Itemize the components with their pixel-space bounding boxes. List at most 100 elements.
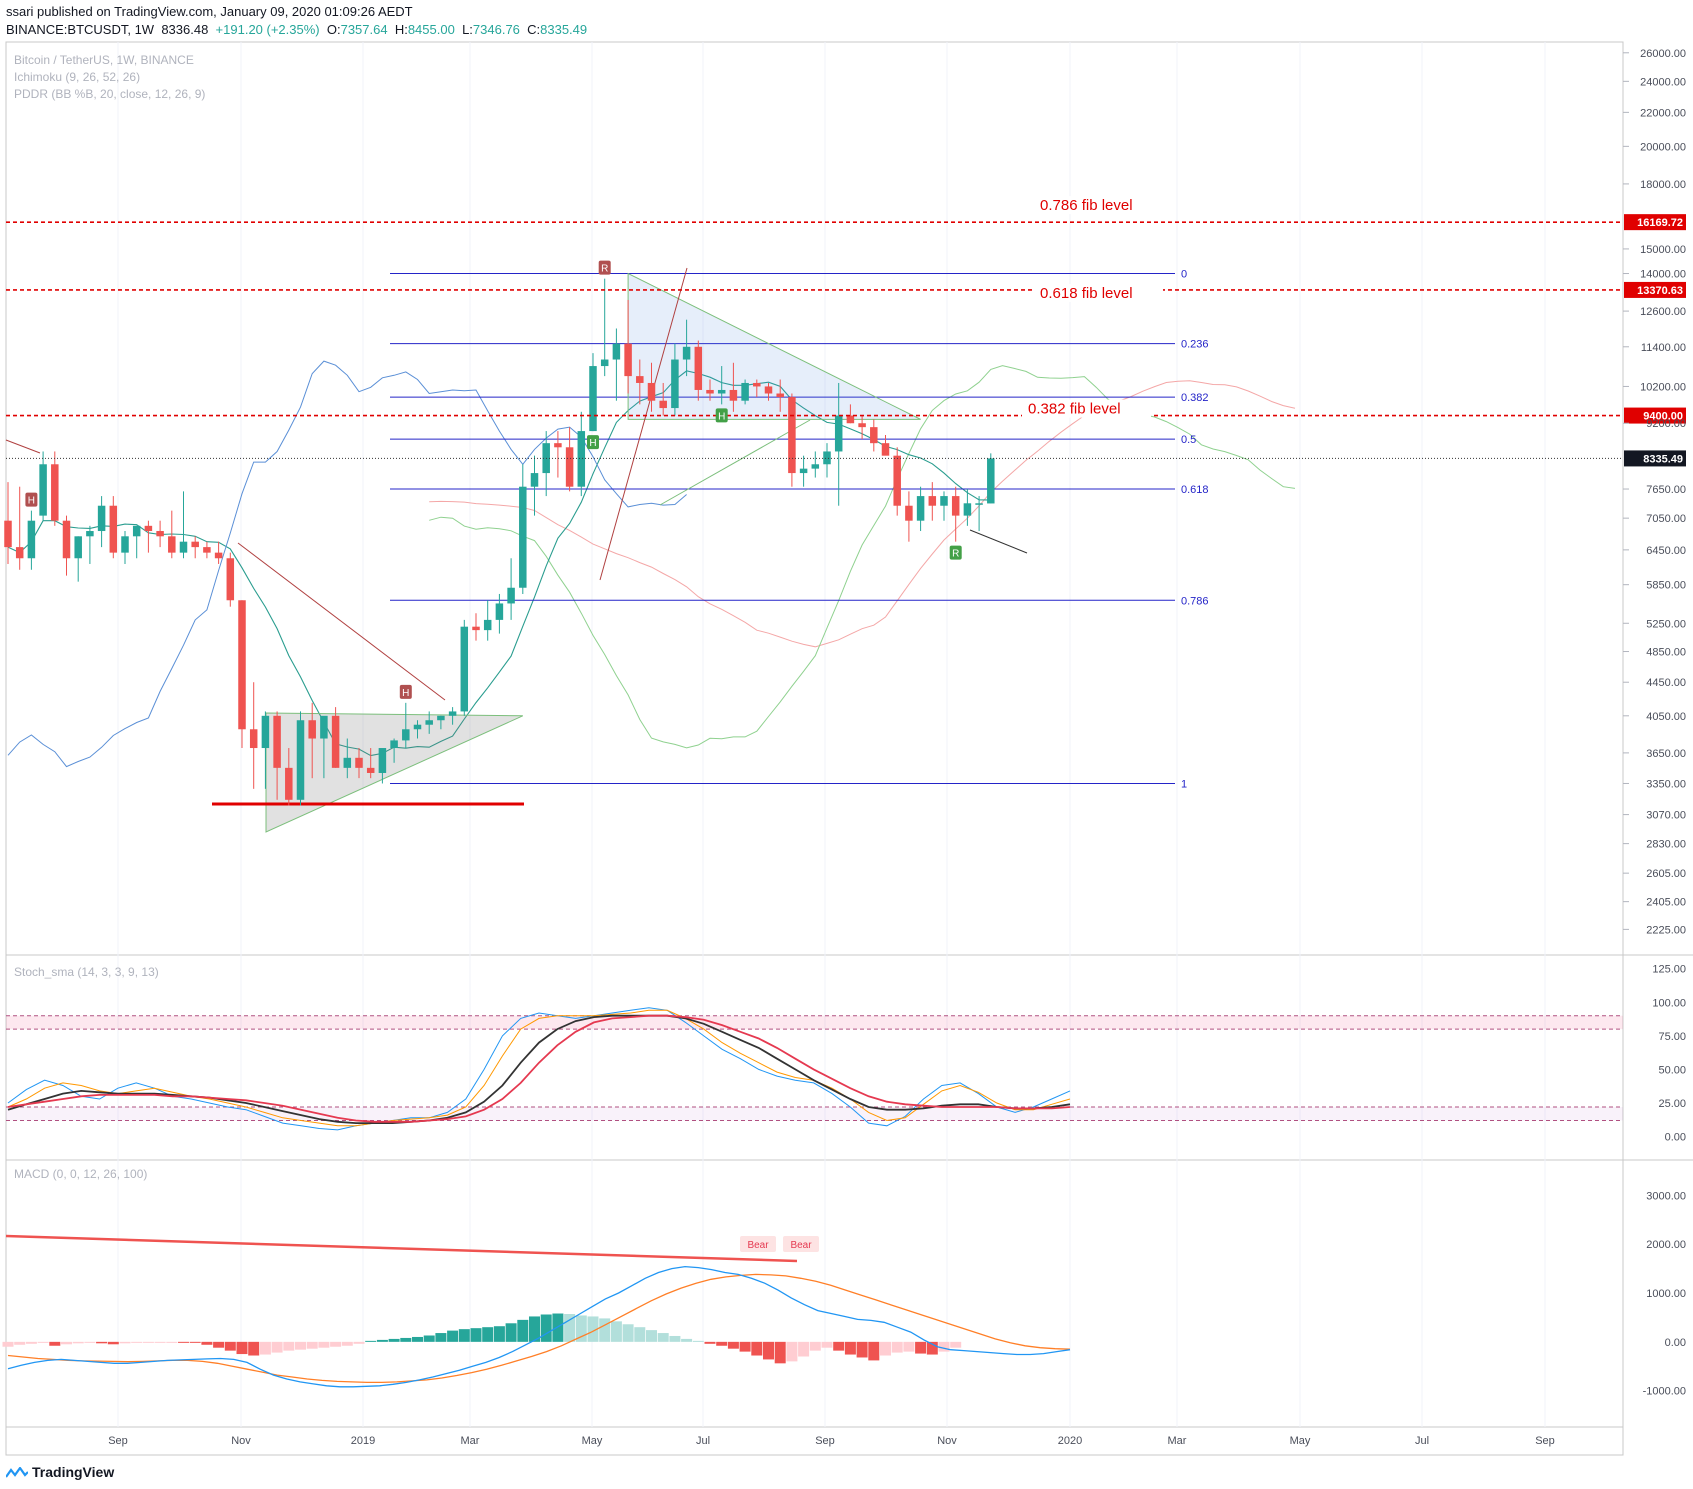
resistance-price-label: 9400.00 — [1643, 411, 1683, 423]
time-tick-label: Mar — [461, 1435, 480, 1447]
time-tick-label: Mar — [1168, 1435, 1187, 1447]
macd-histogram-bar — [564, 1314, 576, 1342]
macd-histogram-bar — [552, 1313, 564, 1342]
candle-body — [519, 486, 527, 588]
stoch-series-line — [7, 1014, 1071, 1123]
resistance-price-tag — [1624, 214, 1686, 231]
candle-body — [951, 496, 960, 516]
symbol-quote-line: BINANCE:BTCUSDT, 1W 8336.48 +191.20 (+2.… — [6, 22, 587, 37]
fib-level-label: 0 — [1181, 269, 1187, 281]
stoch-tick-label: 75.00 — [1658, 1031, 1686, 1043]
macd-histogram-bar — [646, 1330, 657, 1342]
candle-body — [74, 536, 82, 559]
candle-body — [858, 423, 866, 428]
candle-body — [261, 715, 270, 749]
close-label: C: — [527, 22, 541, 37]
candle-body — [4, 520, 12, 548]
stoch-series-line — [7, 1007, 1071, 1131]
macd-histogram-bar — [400, 1337, 412, 1342]
pattern-marker — [399, 684, 412, 699]
fib-annotation-bg — [1022, 399, 1151, 418]
candle-body — [179, 541, 188, 553]
candle-body — [554, 443, 562, 448]
candle-body — [191, 541, 199, 548]
fib-level-label: 0.618 — [1181, 484, 1209, 496]
trendline — [237, 542, 446, 701]
pattern-markers: H H R H H R — [25, 260, 962, 699]
candle-body — [811, 464, 820, 469]
trendline — [5, 439, 41, 454]
fib-retracement: 0 0.236 0.382 0.5 0.618 0.786 1 — [390, 269, 1209, 790]
close-value: 8335.49 — [540, 22, 588, 37]
macd-histogram-bar — [915, 1341, 927, 1354]
low-label: L: — [462, 22, 473, 37]
macd-histogram-bar — [330, 1341, 342, 1347]
price-tick-label: 6450.00 — [1646, 545, 1686, 557]
stoch-tick-label: 100.00 — [1652, 997, 1686, 1009]
pattern-marker-label: H — [28, 496, 35, 507]
price-tick-label: 2405.00 — [1646, 897, 1686, 909]
candle-body — [27, 520, 36, 559]
last-price-label: 8335.49 — [1643, 453, 1683, 465]
pattern-marker-label: H — [718, 411, 725, 422]
candle-body — [612, 343, 621, 360]
macd-histogram-bar — [259, 1341, 271, 1355]
price-tick-label: 7650.00 — [1646, 484, 1686, 496]
price-tick-label: 4050.00 — [1646, 711, 1686, 723]
macd-histogram-bar — [365, 1340, 377, 1342]
macd-histogram-bar — [388, 1338, 400, 1342]
macd-histogram-bar — [306, 1341, 318, 1349]
candle-body — [823, 451, 831, 465]
macd-histogram-bar — [880, 1341, 891, 1356]
macd-histogram-bar — [669, 1335, 681, 1342]
time-tick-label: May — [1290, 1435, 1311, 1447]
candle-body — [624, 343, 632, 377]
high-value: 8455.00 — [407, 22, 455, 37]
candle-body — [600, 359, 609, 367]
macd-histogram-bar — [727, 1341, 739, 1349]
macd-histogram-bar — [891, 1341, 903, 1353]
pattern-marker-label: H — [402, 688, 409, 699]
candle-body — [834, 415, 843, 452]
candle-body — [62, 520, 71, 559]
pattern-marker — [949, 545, 962, 560]
price-tick-label: 2830.00 — [1646, 839, 1686, 851]
candle-body — [987, 458, 995, 504]
tradingview-footer[interactable]: TradingView — [5, 1464, 114, 1480]
macd-histogram-bar — [681, 1338, 693, 1342]
macd-histogram-bar — [798, 1341, 810, 1357]
pattern-marker — [598, 260, 611, 275]
macd-histogram-bar — [353, 1341, 365, 1344]
time-tick-label: Jul — [696, 1435, 710, 1447]
trendline — [969, 529, 1028, 554]
time-tick-label: Sep — [1535, 1435, 1555, 1447]
macd-histogram-bar — [751, 1341, 763, 1356]
macd-tick-label: 0.00 — [1665, 1337, 1686, 1349]
pattern-marker-label: R — [952, 549, 959, 560]
candle-body — [203, 547, 211, 553]
open-value: 7357.64 — [340, 22, 388, 37]
macd-histogram-bar — [61, 1341, 72, 1345]
macd-histogram-bar — [833, 1341, 845, 1351]
macd-histogram-bar — [763, 1341, 774, 1360]
signal-line — [7, 1273, 1071, 1384]
candle-body — [97, 505, 106, 532]
candle-body — [682, 346, 691, 360]
macd-pane: Bear Bear — [2, 1234, 1071, 1388]
macd-histogram-bar — [447, 1330, 459, 1342]
price-tick-label: 3070.00 — [1646, 810, 1686, 822]
time-tick-label: Nov — [937, 1435, 957, 1447]
candle-body — [507, 587, 515, 604]
published-line: ssari published on TradingView.com, Janu… — [6, 4, 413, 19]
divergence-badge-label: Bear — [747, 1240, 769, 1251]
macd-histogram-bar — [587, 1316, 599, 1342]
last-price-text: 8336.48 — [161, 22, 209, 37]
macd-histogram-bar — [704, 1341, 716, 1344]
macd-histogram-bar — [271, 1341, 283, 1353]
low-value: 7346.76 — [472, 22, 520, 37]
time-tick-label: Nov — [231, 1435, 251, 1447]
ichimoku-cloud — [7, 360, 1296, 768]
macd-histogram-bar — [341, 1341, 353, 1346]
macd-histogram-bar — [938, 1341, 950, 1352]
